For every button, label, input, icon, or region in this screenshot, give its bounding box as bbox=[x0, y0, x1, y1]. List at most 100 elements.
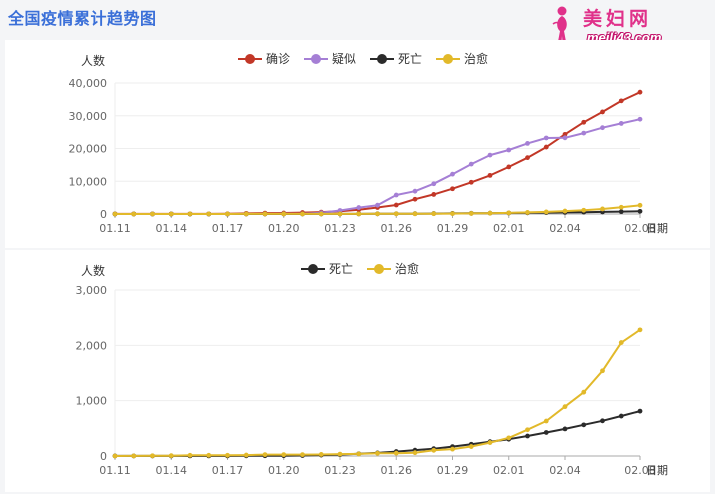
data-point-recovered bbox=[487, 440, 493, 445]
data-point-recovered bbox=[112, 453, 118, 459]
y-unit-label: 人数 bbox=[81, 264, 106, 278]
data-point-recovered bbox=[243, 452, 249, 458]
legend-marker-icon bbox=[370, 53, 395, 65]
data-point-confirmed bbox=[412, 196, 418, 202]
legend-label: 死亡 bbox=[329, 262, 354, 276]
y-unit-label: 人数 bbox=[81, 54, 106, 68]
data-point-recovered bbox=[150, 453, 155, 459]
data-point-recovered bbox=[243, 211, 249, 217]
legend-item-suspected[interactable]: 疑似 bbox=[304, 50, 356, 67]
data-point-recovered bbox=[412, 211, 418, 217]
data-point-recovered bbox=[337, 451, 343, 457]
data-point-recovered bbox=[525, 427, 530, 433]
data-point-recovered bbox=[150, 211, 155, 217]
data-point-suspected bbox=[543, 135, 549, 141]
x-tick-label: 01.14 bbox=[156, 464, 188, 477]
data-point-confirmed bbox=[581, 119, 587, 125]
legend-item-recovered[interactable]: 治愈 bbox=[367, 260, 419, 277]
data-point-recovered bbox=[375, 211, 380, 217]
legend-item-deaths[interactable]: 死亡 bbox=[301, 260, 353, 277]
data-point-recovered bbox=[637, 202, 643, 208]
data-point-recovered bbox=[318, 452, 324, 457]
legend-marker-icon bbox=[367, 263, 392, 275]
page-title: 全国疫情累计趋势图 bbox=[8, 9, 157, 28]
data-point-suspected bbox=[468, 161, 474, 167]
x-tick-label: 01.23 bbox=[324, 222, 356, 235]
data-point-recovered bbox=[487, 210, 493, 216]
data-point-recovered bbox=[431, 447, 437, 453]
x-tick-label: 01.14 bbox=[156, 222, 188, 235]
chart-legend: 确诊 疑似 死亡 治愈 bbox=[238, 50, 488, 67]
x-tick-label: 01.17 bbox=[212, 464, 244, 477]
legend-item-deaths[interactable]: 死亡 bbox=[370, 50, 422, 67]
data-point-suspected bbox=[525, 140, 530, 146]
data-point-confirmed bbox=[393, 202, 399, 208]
x-tick-label: 01.17 bbox=[212, 222, 244, 235]
x-tick-label: 01.23 bbox=[324, 464, 356, 477]
data-point-recovered bbox=[506, 435, 512, 441]
data-point-recovered bbox=[393, 450, 399, 456]
y-tick-label: 2,000 bbox=[76, 339, 108, 352]
data-point-deaths bbox=[525, 433, 530, 439]
data-point-recovered bbox=[337, 211, 343, 217]
data-point-recovered bbox=[262, 211, 268, 217]
deaths-recovered-chart: 人数 死亡 治愈 0 1,000 2,000 3,000 01.11 01.14 01.17… bbox=[5, 250, 710, 492]
data-point-suspected bbox=[450, 171, 455, 177]
data-point-suspected bbox=[431, 181, 437, 187]
data-point-suspected bbox=[375, 202, 380, 208]
data-point-suspected bbox=[562, 135, 568, 141]
data-point-recovered bbox=[393, 211, 399, 217]
data-point-confirmed bbox=[637, 89, 643, 95]
data-point-recovered bbox=[450, 446, 455, 452]
y-tick-label: 0 bbox=[100, 208, 107, 221]
legend-item-recovered[interactable]: 治愈 bbox=[436, 50, 488, 67]
legend-label: 死亡 bbox=[398, 52, 423, 66]
data-point-recovered bbox=[506, 210, 512, 216]
x-tick-label: 02.04 bbox=[549, 222, 581, 235]
data-point-recovered bbox=[375, 450, 380, 456]
legend-label: 疑似 bbox=[332, 52, 357, 66]
x-tick-label: 01.11 bbox=[99, 222, 131, 235]
data-point-recovered bbox=[262, 452, 268, 458]
data-point-recovered bbox=[225, 211, 230, 217]
series-line-recovered bbox=[114, 328, 641, 457]
legend-marker-icon bbox=[304, 53, 329, 65]
y-tick-label: 40,000 bbox=[69, 77, 108, 90]
data-point-deaths bbox=[618, 209, 624, 215]
data-point-recovered bbox=[618, 204, 624, 210]
trend-plot-area: 0 1,000 2,000 3,000 01.11 01.14 01.17 01.20 01.2… bbox=[76, 284, 669, 477]
data-point-recovered bbox=[600, 368, 605, 374]
chart-legend: 死亡 治愈 bbox=[301, 260, 419, 277]
data-point-recovered bbox=[206, 452, 212, 458]
data-point-recovered bbox=[112, 211, 118, 217]
data-point-confirmed bbox=[600, 109, 605, 115]
x-tick-label: 01.11 bbox=[99, 464, 131, 477]
data-point-suspected bbox=[487, 152, 493, 158]
data-point-recovered bbox=[562, 208, 568, 214]
data-point-confirmed bbox=[618, 98, 624, 104]
legend-label: 治愈 bbox=[464, 52, 489, 66]
data-point-confirmed bbox=[562, 131, 568, 137]
y-tick-label: 3,000 bbox=[76, 284, 108, 297]
y-tick-label: 20,000 bbox=[69, 143, 108, 156]
data-point-confirmed bbox=[487, 172, 493, 178]
data-point-confirmed bbox=[543, 144, 549, 150]
data-point-recovered bbox=[581, 207, 587, 213]
data-point-recovered bbox=[356, 211, 362, 217]
data-point-suspected bbox=[600, 125, 605, 131]
data-point-suspected bbox=[356, 205, 362, 210]
data-point-deaths bbox=[562, 426, 568, 432]
watermark-logo: 美妇网 meili43.com bbox=[543, 2, 693, 52]
data-point-recovered bbox=[131, 453, 137, 459]
data-point-recovered bbox=[543, 209, 549, 215]
data-point-suspected bbox=[506, 147, 512, 153]
data-point-recovered bbox=[300, 452, 305, 458]
legend-marker-icon bbox=[436, 53, 461, 65]
legend-item-confirmed[interactable]: 确诊 bbox=[238, 50, 290, 67]
data-point-confirmed bbox=[431, 192, 437, 197]
data-point-recovered bbox=[618, 340, 624, 345]
data-point-recovered bbox=[131, 211, 137, 217]
data-point-suspected bbox=[412, 188, 418, 194]
x-tick-label: 02.04 bbox=[549, 464, 581, 477]
y-tick-label: 10,000 bbox=[69, 175, 108, 188]
